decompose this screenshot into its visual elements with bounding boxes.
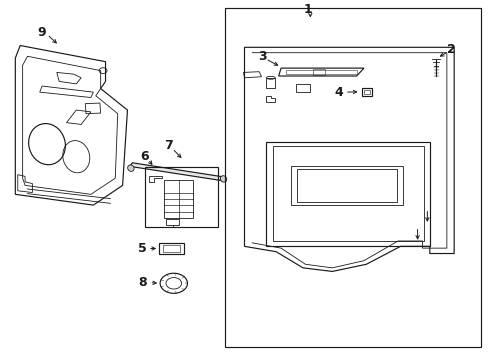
- Bar: [312, 69, 325, 75]
- Text: 8: 8: [138, 276, 146, 289]
- Bar: [295, 84, 310, 92]
- Polygon shape: [130, 163, 224, 181]
- Bar: [266, 78, 275, 88]
- Text: 3: 3: [258, 50, 266, 63]
- Bar: [361, 88, 371, 96]
- Bar: [163, 245, 179, 252]
- Ellipse shape: [127, 165, 134, 171]
- Bar: [159, 243, 183, 254]
- Bar: [144, 167, 217, 226]
- Text: 2: 2: [447, 42, 455, 55]
- Bar: [272, 146, 423, 241]
- Text: 9: 9: [38, 27, 46, 40]
- Text: 1: 1: [303, 3, 312, 16]
- Bar: [290, 166, 402, 205]
- Bar: [163, 180, 193, 218]
- Text: 7: 7: [164, 139, 173, 152]
- Bar: [166, 219, 178, 225]
- Text: 5: 5: [138, 242, 146, 255]
- Bar: [363, 90, 369, 94]
- Bar: [285, 70, 356, 74]
- Text: 4: 4: [334, 86, 342, 99]
- Bar: [224, 8, 480, 347]
- Ellipse shape: [220, 176, 226, 182]
- Bar: [297, 169, 396, 202]
- Bar: [85, 103, 101, 114]
- Text: 6: 6: [140, 150, 148, 163]
- Bar: [266, 142, 429, 246]
